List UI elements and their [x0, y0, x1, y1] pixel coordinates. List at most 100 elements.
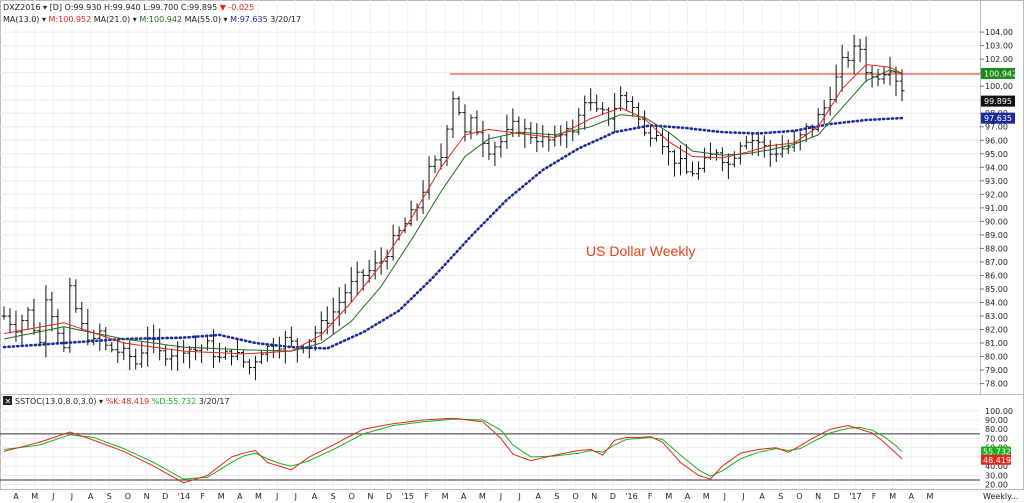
- svg-text:55.732: 55.732: [983, 448, 1011, 457]
- interval-label[interactable]: Weekly...: [983, 492, 1018, 501]
- price-tick-label: 100.00: [985, 82, 1013, 91]
- time-tick-label: M: [889, 492, 896, 501]
- price-bar: [103, 327, 109, 351]
- ma55-line: [2, 116, 904, 350]
- price-bar: [67, 277, 73, 353]
- price-bar: [821, 99, 827, 124]
- price-bar: [719, 147, 725, 172]
- time-tick-label: A: [909, 492, 915, 501]
- price-bar: [498, 136, 504, 158]
- price-tick-label: 82.00: [985, 326, 1008, 335]
- price-bar: [582, 95, 588, 130]
- time-tick-label: S: [107, 492, 112, 501]
- price-tick-label: 97.00: [985, 123, 1008, 132]
- price-tick-label: 95.00: [985, 150, 1008, 159]
- price-bars: [1, 34, 905, 381]
- time-tick-label: M: [927, 492, 934, 501]
- price-tick-label: 94.00: [985, 163, 1008, 172]
- price-bar: [648, 124, 654, 147]
- time-tick-label: M: [442, 492, 449, 501]
- time-tick-label: N: [591, 492, 597, 501]
- price-tick-label: 85.00: [985, 285, 1008, 294]
- price-bar: [258, 349, 264, 364]
- price-bar: [887, 56, 893, 86]
- ma21-line: [3, 69, 903, 352]
- time-tick-label: F: [872, 492, 877, 501]
- price-bar: [785, 139, 791, 154]
- time-tick-label: '17: [849, 492, 861, 501]
- price-bar: [815, 108, 821, 132]
- time-axis-labels: A M J J A S O N D '14 F M A M J J A S O N D '15 F M A M J J A S O N D '16…: [13, 492, 933, 501]
- price-bar: [348, 267, 354, 303]
- price-bar: [187, 345, 193, 369]
- price-bar: [43, 285, 49, 358]
- price-bar: [839, 44, 845, 92]
- ma-legend: MA(13.0) ▾ M:100.952 MA(21.0) ▾ M:100.94…: [3, 15, 301, 24]
- stoch-d-line: [3, 418, 903, 480]
- price-bar: [701, 147, 707, 173]
- time-tick-label: A: [461, 492, 467, 501]
- price-tick-label: 78.00: [985, 380, 1008, 389]
- price-bar: [689, 161, 695, 177]
- price-bar: [1, 306, 7, 320]
- price-tick-label: 88.00: [985, 244, 1008, 253]
- price-bar: [875, 68, 881, 87]
- time-tick-label: A: [685, 492, 691, 501]
- price-tick-label: 80.00: [985, 353, 1008, 362]
- price-bar: [37, 322, 43, 347]
- svg-text:48.419: 48.419: [983, 456, 1011, 465]
- stoch-tick-label: 30.00: [985, 471, 1008, 480]
- time-tick-label: D: [834, 492, 840, 501]
- stoch-tick-label: 90.00: [985, 416, 1008, 425]
- time-tick-label: J: [294, 492, 297, 501]
- price-bar: [642, 110, 648, 137]
- ma55-price-tag: 97.635: [981, 112, 1015, 124]
- price-bar: [288, 326, 294, 347]
- price-tick-label: 84.00: [985, 298, 1008, 307]
- price-bar: [773, 143, 779, 163]
- time-gridlines: [15, 0, 931, 489]
- stoch-gridlines: [0, 410, 980, 486]
- price-bar: [677, 145, 683, 176]
- time-tick-label: J: [51, 492, 54, 501]
- symbol-label: DXZ2016 ▾ [D] O:99.930 H:99.940 L:99.700…: [3, 3, 254, 12]
- price-bar: [366, 259, 372, 283]
- price-tick-label: 93.00: [985, 177, 1008, 186]
- time-tick-label: A: [312, 492, 318, 501]
- price-bar: [666, 131, 672, 166]
- price-bar: [492, 141, 498, 167]
- price-tick-label: 91.00: [985, 204, 1008, 213]
- price-tick-label: 90.00: [985, 217, 1008, 226]
- price-tick-label: 103.00: [985, 42, 1013, 51]
- price-bar: [474, 110, 480, 136]
- price-bar: [79, 301, 85, 331]
- price-tick-label: 83.00: [985, 312, 1008, 321]
- time-tick-label: A: [13, 492, 19, 501]
- close-price-tag: 99.895: [981, 95, 1015, 107]
- price-bar: [109, 341, 115, 353]
- price-bar: [695, 161, 701, 180]
- price-bar: [731, 151, 737, 168]
- price-bar: [61, 327, 67, 353]
- price-bar: [384, 249, 390, 270]
- price-bar: [420, 180, 426, 215]
- time-tick-label: S: [554, 492, 559, 501]
- price-bar: [863, 36, 869, 83]
- price-panel: [0, 0, 1024, 395]
- price-tick-label: 104.00: [985, 28, 1013, 37]
- price-gridlines: [0, 31, 980, 385]
- time-tick-label: N: [815, 492, 821, 501]
- price-bar: [779, 135, 785, 158]
- price-bar: [85, 308, 91, 346]
- close-icon[interactable]: [3, 396, 12, 405]
- price-bar: [899, 69, 905, 102]
- ma-price-tag: 100.942: [981, 67, 1017, 79]
- price-bar: [672, 149, 678, 177]
- time-tick-label: J: [70, 492, 73, 501]
- price-bar: [115, 338, 121, 363]
- svg-text:97.635: 97.635: [984, 114, 1012, 123]
- time-tick-label: N: [367, 492, 373, 501]
- time-tick-label: F: [648, 492, 653, 501]
- price-bar: [450, 91, 456, 139]
